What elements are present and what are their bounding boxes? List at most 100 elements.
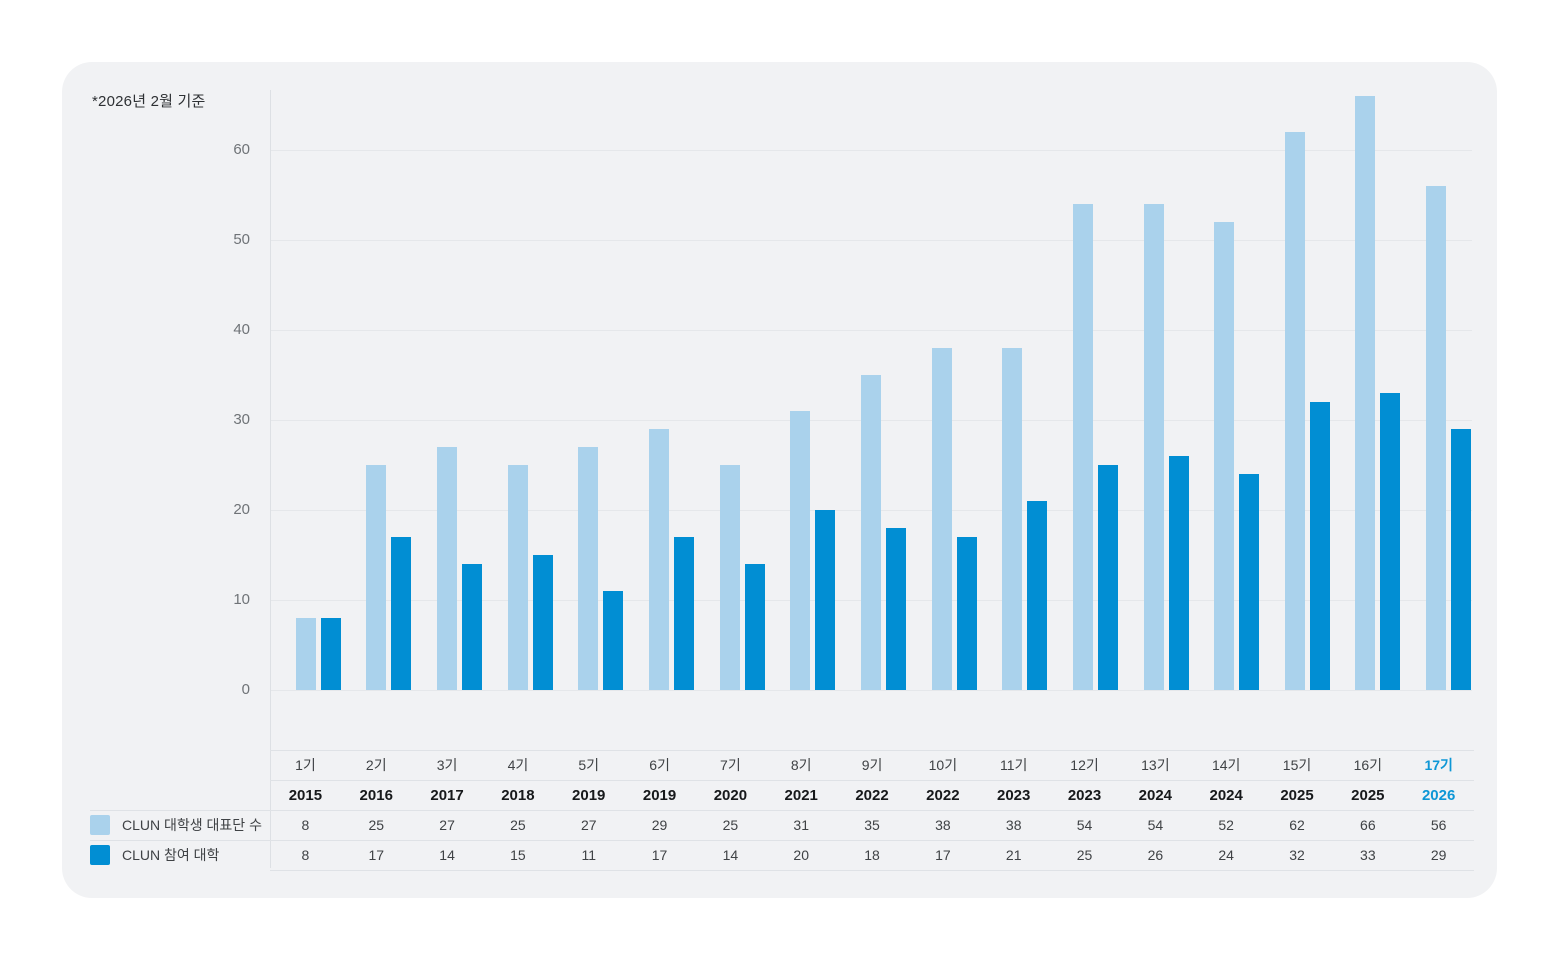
table-line-3 bbox=[90, 840, 1474, 841]
gridline-0 bbox=[270, 690, 1472, 691]
bar-dark-15기 bbox=[1309, 402, 1330, 690]
y-tick-0: 0 bbox=[241, 681, 250, 698]
universities-cell-3: 14 bbox=[439, 847, 455, 863]
bar-group-3기 bbox=[412, 90, 483, 690]
bar-dark-11기 bbox=[1027, 501, 1048, 690]
legend-universities: CLUN 참여 대학 bbox=[90, 845, 270, 865]
universities-cell-1: 8 bbox=[301, 847, 310, 863]
bar-group-9기 bbox=[836, 90, 907, 690]
delegates-cell-6: 29 bbox=[651, 817, 668, 833]
gen-cell-12: 12기 bbox=[1070, 757, 1099, 773]
y-tick-60: 60 bbox=[233, 141, 250, 158]
gen-cell-2: 2기 bbox=[365, 757, 387, 773]
bar-light-8기 bbox=[790, 411, 811, 690]
bar-light-4기 bbox=[507, 465, 528, 690]
bar-pair bbox=[1214, 222, 1260, 690]
table-line-2 bbox=[90, 810, 1474, 811]
bar-pair bbox=[295, 618, 341, 690]
universities-cell-2: 17 bbox=[368, 847, 385, 863]
bar-dark-10기 bbox=[956, 537, 977, 690]
gridline-40 bbox=[270, 330, 1472, 331]
bar-dark-6기 bbox=[674, 537, 695, 690]
universities-cell-6: 17 bbox=[651, 847, 668, 863]
year-cell-14: 2024 bbox=[1209, 786, 1243, 804]
gen-cell-17: 17기 bbox=[1424, 757, 1453, 773]
chart-card: *2026년 2월 기준 0 10 20 30 40 50 60 1기 2기 3기 4기 5기 6기 7… bbox=[62, 62, 1497, 898]
bar-dark-3기 bbox=[462, 564, 483, 690]
gen-cell-13: 13기 bbox=[1141, 757, 1170, 773]
universities-cell-8: 20 bbox=[793, 847, 809, 863]
gridline-60 bbox=[270, 150, 1472, 151]
delegates-cell-11: 38 bbox=[1005, 817, 1022, 833]
year-cell-6: 2019 bbox=[642, 786, 677, 804]
bar-pair bbox=[1355, 96, 1401, 690]
bar-dark-5기 bbox=[603, 591, 624, 690]
universities-cell-15: 32 bbox=[1289, 847, 1305, 863]
bar-dark-13기 bbox=[1168, 456, 1189, 690]
year-cell-9: 2022 bbox=[855, 786, 889, 804]
bar-group-13기 bbox=[1119, 90, 1190, 690]
data-table: 1기 2기 3기 4기 5기 6기 7기 8기 9기 10기 11기 12기 13기 14기 15기 16기 1… bbox=[90, 750, 1474, 871]
universities-cell-16: 33 bbox=[1360, 847, 1376, 863]
bar-light-10기 bbox=[931, 348, 952, 690]
universities-cell-11: 21 bbox=[1005, 847, 1022, 863]
universities-cell-7: 14 bbox=[722, 847, 739, 863]
bar-light-14기 bbox=[1214, 222, 1235, 690]
bar-group-17기 bbox=[1401, 90, 1472, 690]
delegates-cell-2: 25 bbox=[368, 817, 385, 833]
bar-group-15기 bbox=[1260, 90, 1331, 690]
bar-dark-12기 bbox=[1097, 465, 1118, 690]
year-cell-1: 2015 bbox=[288, 786, 323, 804]
year-cell-10: 2022 bbox=[926, 786, 960, 804]
bar-pair bbox=[1072, 204, 1118, 690]
bar-groups bbox=[271, 90, 1472, 690]
gen-cell-3: 3기 bbox=[436, 757, 458, 773]
delegates-cell-9: 35 bbox=[864, 817, 880, 833]
bar-pair bbox=[1143, 204, 1189, 690]
bar-light-2기 bbox=[366, 465, 387, 690]
delegates-cell-15: 62 bbox=[1289, 817, 1305, 833]
bar-light-9기 bbox=[860, 375, 881, 690]
gen-cell-9: 9기 bbox=[861, 757, 883, 773]
bar-light-11기 bbox=[1002, 348, 1023, 690]
bar-pair bbox=[860, 375, 906, 690]
delegates-cell-3: 27 bbox=[439, 817, 455, 833]
year-cell-13: 2024 bbox=[1138, 786, 1173, 804]
delegates-cell-5: 27 bbox=[580, 817, 597, 833]
bar-dark-8기 bbox=[815, 510, 836, 690]
bar-light-7기 bbox=[719, 465, 740, 690]
y-tick-10: 10 bbox=[233, 591, 250, 608]
universities-cell-10: 17 bbox=[935, 847, 951, 863]
bar-group-4기 bbox=[483, 90, 554, 690]
bar-group-6기 bbox=[624, 90, 695, 690]
legend-label-delegates: CLUN 대학생 대표단 수 bbox=[122, 817, 262, 833]
chart-note: *2026년 2월 기준 bbox=[92, 93, 206, 110]
gen-cell-7: 7기 bbox=[720, 757, 741, 773]
delegates-cell-10: 38 bbox=[935, 817, 951, 833]
delegates-cell-17: 56 bbox=[1430, 817, 1447, 833]
bar-group-8기 bbox=[765, 90, 836, 690]
legend-delegates: CLUN 대학생 대표단 수 bbox=[90, 815, 270, 835]
delegates-row: CLUN 대학생 대표단 수 8 25 27 25 27 29 25 31 35 38 38 54 54… bbox=[90, 810, 1474, 840]
delegates-cell-1: 8 bbox=[301, 817, 310, 833]
bar-light-15기 bbox=[1284, 132, 1305, 690]
bar-pair bbox=[507, 465, 553, 690]
universities-cell-9: 18 bbox=[864, 847, 880, 863]
year-cell-8: 2021 bbox=[784, 786, 818, 804]
year-cell-7: 2020 bbox=[713, 786, 748, 804]
bar-pair bbox=[1426, 186, 1472, 690]
bar-dark-1기 bbox=[320, 618, 341, 690]
year-cell-5: 2019 bbox=[572, 786, 606, 804]
bar-light-5기 bbox=[578, 447, 599, 690]
gen-cell-5: 5기 bbox=[578, 757, 600, 773]
bar-dark-7기 bbox=[744, 564, 765, 690]
bar-dark-4기 bbox=[532, 555, 553, 690]
legend-swatch-light-blue bbox=[90, 815, 110, 835]
bar-group-16기 bbox=[1331, 90, 1402, 690]
bar-light-1기 bbox=[295, 618, 316, 690]
bar-dark-2기 bbox=[391, 537, 412, 690]
bar-pair bbox=[1002, 348, 1048, 690]
bar-dark-14기 bbox=[1239, 474, 1260, 690]
bar-pair bbox=[366, 465, 412, 690]
